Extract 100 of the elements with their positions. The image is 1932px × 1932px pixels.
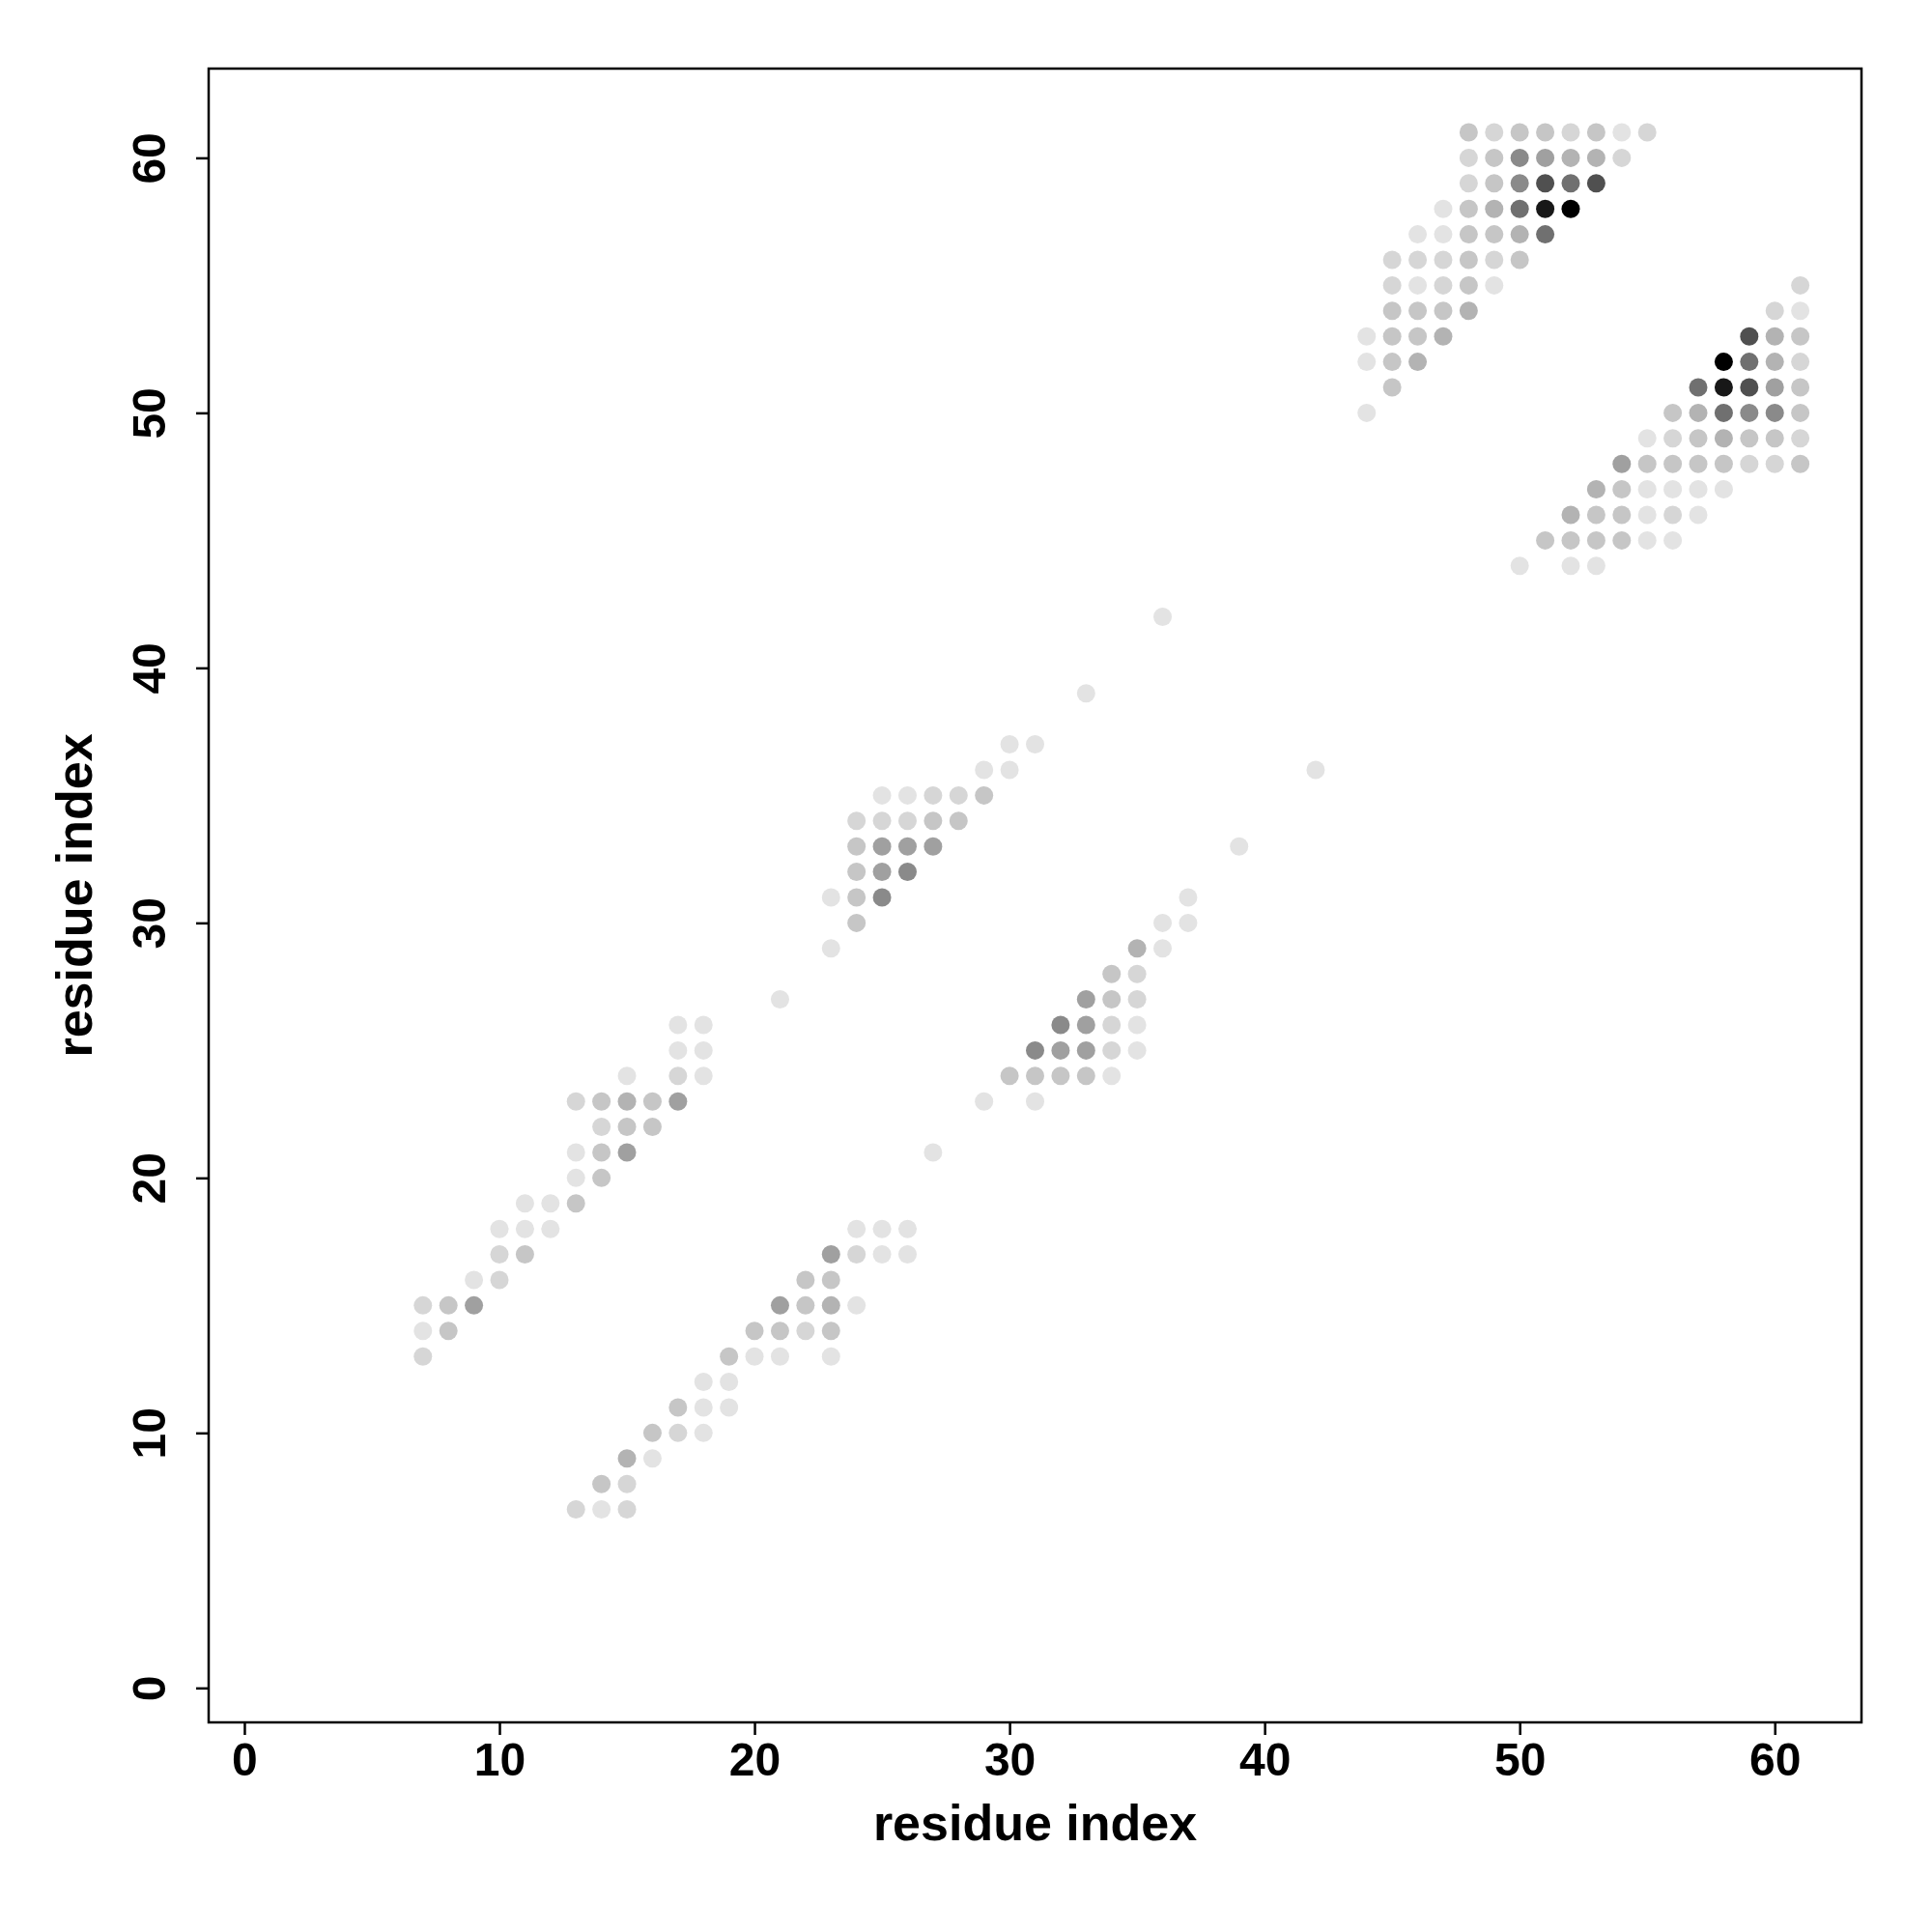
point: [1434, 250, 1453, 270]
x-tick-label: 0: [232, 1734, 258, 1786]
y-tick-label: 0: [124, 1675, 175, 1702]
point: [1714, 429, 1733, 448]
point: [872, 863, 892, 882]
point: [770, 1295, 789, 1315]
y-tick-label: 10: [124, 1407, 175, 1460]
point: [1076, 1040, 1095, 1060]
y-tick-label: 40: [124, 642, 175, 695]
point: [1740, 403, 1759, 422]
x-tick-label: 40: [1238, 1734, 1292, 1786]
point: [1586, 174, 1605, 193]
point: [872, 811, 892, 831]
point: [1408, 250, 1428, 270]
point: [1510, 174, 1529, 193]
point: [1051, 1015, 1070, 1035]
point: [1714, 378, 1733, 397]
point: [897, 863, 917, 882]
point: [1663, 429, 1683, 448]
point: [1765, 327, 1784, 346]
point: [1026, 1040, 1044, 1060]
point: [1689, 403, 1708, 422]
point: [617, 1449, 637, 1468]
point: [490, 1270, 509, 1290]
y-tick-label: 30: [124, 897, 175, 950]
x-tick-label: 20: [728, 1734, 781, 1786]
point: [1740, 454, 1759, 473]
point: [413, 1295, 433, 1315]
point: [1586, 480, 1605, 499]
point: [1382, 250, 1402, 270]
point: [1102, 1015, 1122, 1035]
point: [923, 785, 943, 805]
point: [1510, 225, 1529, 244]
point: [668, 1423, 688, 1442]
point: [1485, 123, 1504, 142]
x-axis-title: residue index: [872, 1795, 1198, 1851]
point: [465, 1295, 484, 1315]
point: [1765, 403, 1784, 422]
point: [1791, 353, 1810, 372]
point: [1510, 199, 1529, 218]
point: [566, 1092, 585, 1111]
point: [847, 1245, 867, 1264]
point: [1382, 275, 1402, 295]
point: [413, 1347, 433, 1366]
point: [821, 1245, 840, 1264]
point: [1536, 148, 1555, 167]
point: [1051, 1040, 1070, 1060]
point: [1561, 148, 1580, 167]
point: [1765, 378, 1784, 397]
point: [1536, 225, 1555, 244]
point: [1689, 378, 1708, 397]
point: [1561, 123, 1580, 142]
point: [1765, 454, 1784, 473]
point: [1561, 174, 1580, 193]
point: [1765, 301, 1784, 321]
point: [1408, 353, 1428, 372]
point: [1612, 148, 1632, 167]
point: [566, 1500, 585, 1520]
point: [1561, 199, 1580, 218]
point: [1791, 275, 1810, 295]
point: [1459, 148, 1478, 167]
point: [1714, 403, 1733, 422]
point: [796, 1321, 815, 1341]
point: [617, 1500, 637, 1520]
y-tick-label: 20: [124, 1152, 175, 1205]
y-tick-label: 60: [124, 132, 175, 185]
point: [1459, 174, 1478, 193]
x-tick-label: 50: [1493, 1734, 1547, 1786]
point: [1740, 353, 1759, 372]
point: [897, 837, 917, 856]
point: [847, 811, 867, 831]
y-tick-label: 50: [124, 387, 175, 440]
x-tick-label: 30: [983, 1734, 1037, 1786]
point: [1485, 199, 1504, 218]
point: [1612, 454, 1632, 473]
point: [1434, 275, 1453, 295]
point: [1586, 148, 1605, 167]
point: [1076, 1015, 1095, 1035]
point: [1076, 990, 1095, 1009]
point: [1663, 505, 1683, 525]
point: [897, 811, 917, 831]
point: [872, 888, 892, 907]
point: [1740, 327, 1759, 346]
point: [1127, 964, 1147, 983]
point: [1127, 939, 1147, 958]
point: [949, 785, 968, 805]
point: [1459, 301, 1478, 321]
x-tick-label: 10: [473, 1734, 526, 1786]
point: [1791, 429, 1810, 448]
point: [1127, 990, 1147, 1009]
point: [1102, 1040, 1122, 1060]
point: [617, 1092, 637, 1111]
point: [1536, 199, 1555, 218]
point: [617, 1474, 637, 1493]
point: [592, 1118, 611, 1137]
point: [490, 1245, 509, 1264]
point: [668, 1092, 688, 1111]
point: [1536, 174, 1555, 193]
point: [923, 837, 943, 856]
y-axis-title: residue index: [46, 733, 102, 1058]
